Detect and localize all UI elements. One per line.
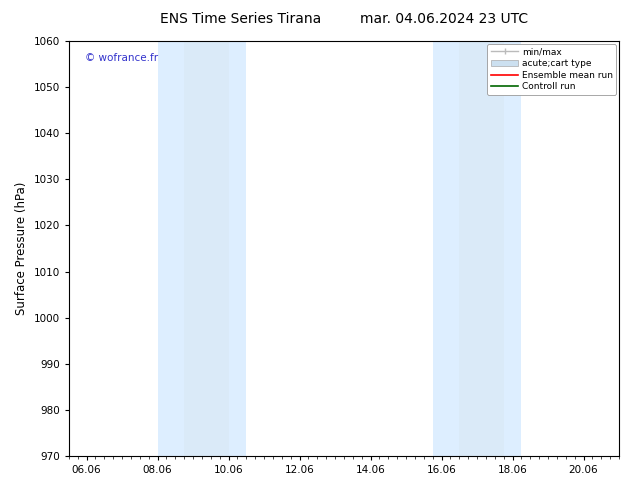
Text: mar. 04.06.2024 23 UTC: mar. 04.06.2024 23 UTC [359,12,528,26]
Bar [229,41,246,456]
Text: ENS Time Series Tirana: ENS Time Series Tirana [160,12,321,26]
Bar [459,41,503,456]
Text: © wofrance.fr: © wofrance.fr [86,53,158,64]
Bar [432,41,459,456]
Legend: min/max, acute;cart type, Ensemble mean run, Controll run: min/max, acute;cart type, Ensemble mean … [488,44,616,95]
Y-axis label: Surface Pressure (hPa): Surface Pressure (hPa) [15,182,28,315]
Bar [184,41,229,456]
Bar [503,41,521,456]
Bar [158,41,184,456]
